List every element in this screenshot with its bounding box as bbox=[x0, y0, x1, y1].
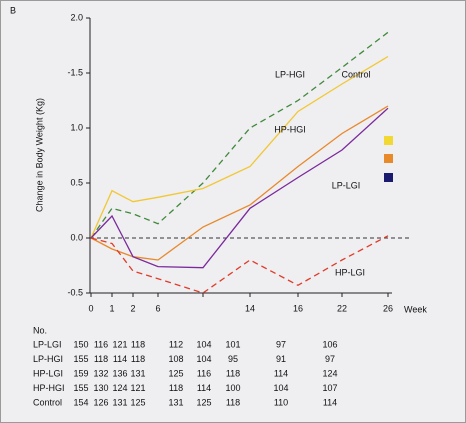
table-cell: 121 bbox=[130, 383, 145, 393]
table-cell: 118 bbox=[169, 383, 183, 393]
panel-label: B bbox=[10, 5, 16, 15]
y-axis-label: Change in Body Weight (Kg) bbox=[34, 98, 44, 212]
series-label: Control bbox=[341, 69, 370, 79]
y-tick-label: 0.5 bbox=[70, 177, 83, 187]
table-cell: 104 bbox=[273, 383, 288, 393]
table-cell: 91 bbox=[276, 354, 286, 364]
y-tick-label: 0.0 bbox=[70, 232, 83, 242]
x-tick-label: 26 bbox=[383, 303, 393, 313]
table-cell: 125 bbox=[130, 397, 145, 407]
series-line bbox=[90, 105, 389, 261]
table-cell: 131 bbox=[130, 368, 145, 378]
series-line bbox=[90, 55, 389, 239]
table-row-label: Control bbox=[33, 397, 62, 407]
series-line bbox=[90, 107, 389, 269]
table-row-label: HP-HGI bbox=[33, 383, 65, 393]
x-tick-label: 14 bbox=[245, 303, 255, 313]
table-cell: 155 bbox=[73, 354, 88, 364]
x-tick-label: 22 bbox=[337, 303, 347, 313]
table-cell: 97 bbox=[276, 339, 286, 349]
table-cell: 116 bbox=[94, 339, 108, 349]
table-cell: 118 bbox=[131, 354, 145, 364]
table-cell: 126 bbox=[93, 397, 108, 407]
table-cell: 108 bbox=[168, 354, 183, 364]
table-cell: 124 bbox=[112, 383, 127, 393]
x-axis-label: Week bbox=[404, 304, 427, 314]
x-tick-label: 0 bbox=[88, 303, 93, 313]
table-cell: 159 bbox=[73, 368, 88, 378]
table-cell: 124 bbox=[322, 368, 337, 378]
table-cell: 131 bbox=[168, 397, 183, 407]
series-line bbox=[90, 235, 389, 294]
table-cell: 114 bbox=[113, 354, 127, 364]
table-cell: 114 bbox=[197, 383, 211, 393]
table-row-label: LP-HGI bbox=[33, 354, 63, 364]
table-cell: 131 bbox=[112, 397, 127, 407]
table-cell: 154 bbox=[73, 397, 88, 407]
table-cell: 125 bbox=[196, 397, 211, 407]
table-cell: 101 bbox=[225, 339, 240, 349]
y-tick-label: 2.0 bbox=[70, 12, 83, 22]
table-cell: 116 bbox=[197, 368, 211, 378]
table-cell: 110 bbox=[274, 397, 288, 407]
y-tick-label: 1.0 bbox=[70, 122, 83, 132]
table-cell: 130 bbox=[93, 383, 108, 393]
table-cell: 132 bbox=[93, 368, 108, 378]
series-label: HP-LGI bbox=[335, 267, 365, 277]
table-cell: 118 bbox=[226, 397, 240, 407]
y-tick-label: -1.5 bbox=[67, 67, 83, 77]
table-cell: 104 bbox=[196, 354, 211, 364]
table-cell: 125 bbox=[168, 368, 183, 378]
y-tick-label: -0.5 bbox=[67, 287, 83, 297]
table-cell: 104 bbox=[196, 339, 211, 349]
table-cell: 112 bbox=[169, 339, 183, 349]
table-cell: 118 bbox=[94, 354, 108, 364]
series-line bbox=[90, 31, 389, 239]
table-cell: 118 bbox=[131, 339, 145, 349]
table-cell: 107 bbox=[322, 383, 337, 393]
table-row-label: HP-LGI bbox=[33, 368, 63, 378]
legend-swatch bbox=[384, 173, 393, 182]
table-cell: 100 bbox=[225, 383, 240, 393]
table-cell: 118 bbox=[226, 368, 240, 378]
table-cell: 150 bbox=[73, 339, 88, 349]
table-cell: 155 bbox=[73, 383, 88, 393]
x-tick-label: 1 bbox=[109, 303, 114, 313]
series-label: LP-LGI bbox=[332, 180, 361, 190]
table-cell: 106 bbox=[322, 339, 337, 349]
series-label: HP-HGI bbox=[274, 124, 306, 134]
legend-swatch bbox=[384, 154, 393, 163]
table-cell: 114 bbox=[323, 397, 337, 407]
legend-swatch bbox=[384, 136, 393, 145]
table-cell: 95 bbox=[228, 354, 238, 364]
table-title: No. bbox=[33, 325, 47, 335]
table-row-label: LP-LGI bbox=[33, 339, 62, 349]
table-cell: 114 bbox=[274, 368, 288, 378]
table-cell: 136 bbox=[112, 368, 127, 378]
series-label: LP-HGI bbox=[275, 69, 305, 79]
x-tick-label: 6 bbox=[155, 303, 160, 313]
x-tick-label: 2 bbox=[130, 303, 135, 313]
x-tick-label: 16 bbox=[293, 303, 303, 313]
table-cell: 121 bbox=[112, 339, 127, 349]
table-cell: 97 bbox=[325, 354, 335, 364]
